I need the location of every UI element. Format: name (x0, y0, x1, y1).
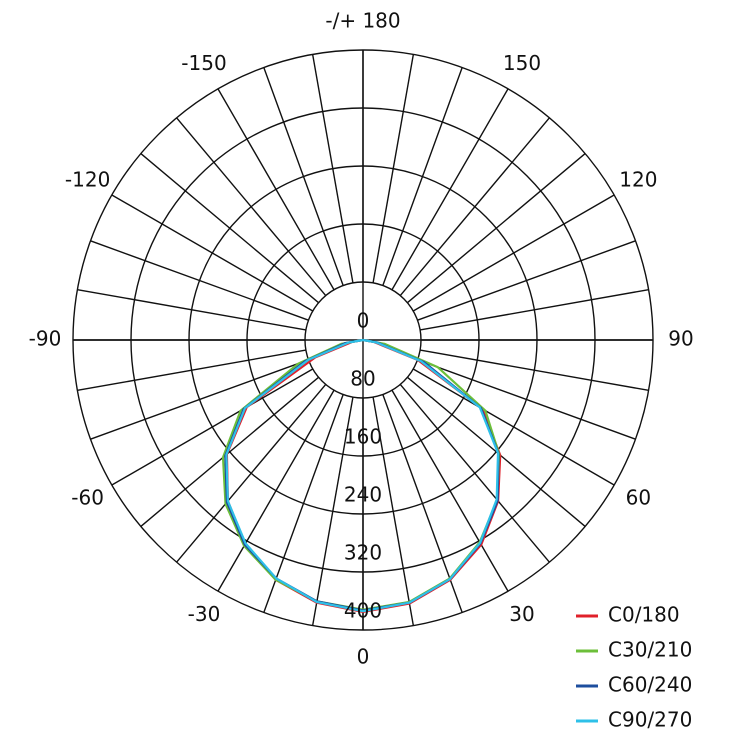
angle-tick-label: 60 (626, 486, 651, 510)
legend-label: C90/270 (608, 708, 692, 732)
angle-tick-label: -/+ 180 (325, 9, 400, 33)
angle-tick-label: 0 (357, 645, 370, 669)
radial-tick-label: 400 (344, 599, 382, 623)
angle-tick-label: 150 (503, 51, 541, 75)
angle-tick-label: -60 (71, 486, 104, 510)
angle-tick-label: -30 (188, 602, 221, 626)
radial-tick-label: 80 (350, 367, 375, 391)
grid (72, 49, 654, 631)
legend-label: C0/180 (608, 603, 680, 627)
angle-tick-label: 120 (619, 168, 657, 192)
intensity-curve (225, 338, 500, 613)
angle-tick-label: -150 (181, 51, 226, 75)
legend-label: C30/210 (608, 638, 692, 662)
radial-tick-label: 240 (344, 483, 382, 507)
labels: 0 30 60 90 120 150 -/+ 180 -150 -120 -90 -60 -30 0 80… (29, 9, 694, 732)
radial-tick-label: 320 (344, 541, 382, 565)
curves (221, 338, 502, 613)
radial-tick-label: 0 (357, 309, 370, 333)
angle-tick-label: 90 (668, 327, 693, 351)
angle-tick-label: -120 (65, 168, 110, 192)
angle-tick-label: 30 (509, 602, 534, 626)
angle-tick-label: -90 (29, 327, 62, 351)
radial-tick-label: 160 (344, 425, 382, 449)
legend-label: C60/240 (608, 673, 692, 697)
